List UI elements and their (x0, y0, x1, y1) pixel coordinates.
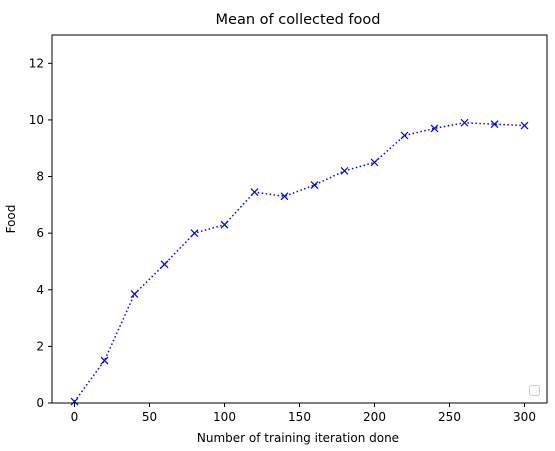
data-point-marker (130, 290, 139, 298)
plot-frame (51, 34, 548, 404)
x-tick-label: 0 (71, 410, 79, 424)
x-tick-label: 50 (142, 410, 157, 424)
data-point-marker (220, 220, 229, 229)
x-axis-ticks: 0 50 100 150 200 250 300 (71, 403, 536, 424)
y-axis-ticks: 0 2 4 6 8 10 12 (29, 56, 52, 410)
data-point-marker (160, 260, 169, 269)
data-point-marker (460, 118, 469, 127)
y-tick-label: 6 (36, 226, 44, 240)
y-tick-label: 12 (29, 56, 44, 70)
x-tick-label: 250 (438, 410, 461, 424)
data-point-marker (100, 356, 109, 365)
y-tick-label: 10 (29, 113, 44, 127)
x-tick-label: 300 (513, 410, 536, 424)
y-tick-label: 0 (36, 396, 44, 410)
y-tick-label: 8 (36, 170, 44, 184)
data-point-marker (280, 192, 289, 201)
y-tick-label: 2 (36, 339, 44, 353)
x-tick-label: 200 (363, 410, 386, 424)
data-point-marker (250, 188, 259, 197)
x-tick-label: 150 (288, 410, 311, 424)
series-layer (70, 118, 529, 406)
x-tick-label: 100 (213, 410, 236, 424)
chart-title: Mean of collected food (216, 12, 381, 28)
data-point-marker (340, 166, 349, 175)
data-point-marker (400, 131, 409, 140)
data-point-marker (520, 121, 529, 130)
data-point-marker (430, 124, 439, 133)
legend-box (529, 385, 540, 396)
series-line (73, 122, 525, 403)
data-point-marker (370, 158, 379, 167)
data-point-marker (310, 181, 319, 189)
data-point-marker (70, 397, 79, 406)
data-point-marker (190, 229, 199, 238)
y-tick-label: 4 (36, 283, 44, 297)
data-point-marker (490, 120, 499, 129)
x-axis-label: Number of training iteration done (197, 431, 399, 445)
y-axis-label: Food (4, 205, 18, 234)
